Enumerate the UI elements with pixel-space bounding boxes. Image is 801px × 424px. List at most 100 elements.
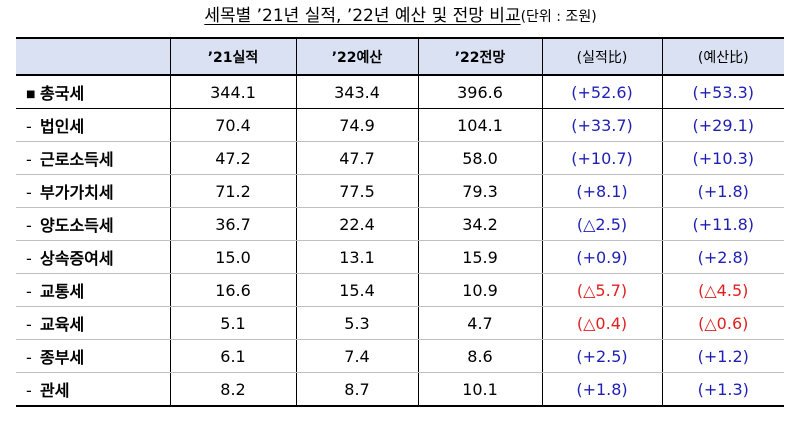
dash-bullet: - (26, 381, 32, 400)
dash-bullet: - (26, 117, 32, 136)
vs-budget-cell: (+2.8) (661, 240, 784, 274)
forecast-2022-cell: 79.3 (417, 174, 542, 208)
forecast-2022-cell: 10.1 (417, 372, 542, 407)
vs-budget-cell: (△0.6) (661, 306, 784, 340)
table-row: - 관세 8.2 8.7 10.1 (+1.8) (+1.3) (16, 372, 784, 407)
forecast-2022-cell: 8.6 (417, 339, 542, 373)
title-main: 세목별 ’21년 실적, ’22년 예산 및 전망 비교 (204, 6, 521, 26)
header-vs-actual: (실적比) (541, 37, 662, 76)
actual-2021-cell: 36.7 (169, 207, 296, 241)
header-row: ’21실적 ’22예산 ’22전망 (실적比) (예산比) (16, 37, 784, 76)
vs-budget-cell: (△4.5) (661, 273, 784, 307)
vs-actual-cell: (△2.5) (541, 207, 662, 241)
budget-2022-cell: 5.3 (295, 306, 418, 340)
actual-2021-cell: 6.1 (169, 339, 296, 373)
vs-budget-cell: (+10.3) (661, 141, 784, 175)
budget-2022-cell: 47.7 (295, 141, 418, 175)
dash-bullet: - (26, 183, 32, 202)
budget-2022-cell: 7.4 (295, 339, 418, 373)
forecast-2022-cell: 15.9 (417, 240, 542, 274)
dash-bullet: - (26, 315, 32, 334)
forecast-2022-cell: 4.7 (417, 306, 542, 340)
dash-bullet: - (26, 282, 32, 301)
header-vs-budget: (예산比) (661, 37, 784, 76)
vs-budget-cell: (+29.1) (661, 108, 784, 142)
actual-2021-cell: 5.1 (169, 306, 296, 340)
actual-2021-cell: 16.6 (169, 273, 296, 307)
forecast-2022-cell: 58.0 (417, 141, 542, 175)
vs-budget-cell: (+1.2) (661, 339, 784, 373)
tax-item-name: 근로소득세 (40, 150, 114, 169)
tax-item-name: 양도소득세 (40, 216, 114, 235)
tax-item-cell: - 교통세 (16, 273, 170, 307)
table-row: - 근로소득세 47.2 47.7 58.0 (+10.7) (+10.3) (16, 141, 784, 175)
forecast-2022-cell: 104.1 (417, 108, 542, 142)
vs-budget-cell: (+11.8) (661, 207, 784, 241)
tax-item-cell: - 관세 (16, 372, 170, 407)
tax-item-name: 법인세 (40, 117, 85, 136)
table-row: - 양도소득세 36.7 22.4 34.2 (△2.5) (+11.8) (16, 207, 784, 241)
vs-actual-cell: (+2.5) (541, 339, 662, 373)
dash-bullet: - (26, 216, 32, 235)
header-item (16, 37, 170, 76)
tax-item-cell: - 근로소득세 (16, 141, 170, 175)
dash-bullet: - (26, 348, 32, 367)
dash-bullet: - (26, 249, 32, 268)
table-row: - 교육세 5.1 5.3 4.7 (△0.4) (△0.6) (16, 306, 784, 340)
tax-item-cell: - 부가가치세 (16, 174, 170, 208)
forecast-2022-cell: 10.9 (417, 273, 542, 307)
vs-actual-cell: (+1.8) (541, 372, 662, 407)
forecast-2022-cell: 396.6 (417, 75, 542, 109)
vs-actual-cell: (+8.1) (541, 174, 662, 208)
title-unit: (단위 : 조원) (520, 9, 597, 25)
budget-2022-cell: 77.5 (295, 174, 418, 208)
table-title: 세목별 ’21년 실적, ’22년 예산 및 전망 비교(단위 : 조원) (0, 4, 801, 29)
tax-comparison-table: ’21실적 ’22예산 ’22전망 (실적比) (예산比) ■ 총국세 344.1 3… (16, 37, 784, 407)
dash-bullet: - (26, 150, 32, 169)
table-row: - 법인세 70.4 74.9 104.1 (+33.7) (+29.1) (16, 108, 784, 142)
tax-item-name: 교통세 (40, 282, 85, 301)
vs-actual-cell: (△5.7) (541, 273, 662, 307)
tax-item-cell: - 상속증여세 (16, 240, 170, 274)
tax-item-cell: - 양도소득세 (16, 207, 170, 241)
table-row: - 교통세 16.6 15.4 10.9 (△5.7) (△4.5) (16, 273, 784, 307)
actual-2021-cell: 15.0 (169, 240, 296, 274)
vs-actual-cell: (△0.4) (541, 306, 662, 340)
tax-item-cell: - 교육세 (16, 306, 170, 340)
tax-item-name: 상속증여세 (40, 249, 114, 268)
header-forecast-2022: ’22전망 (417, 37, 542, 76)
table-body: ■ 총국세 344.1 343.4 396.6 (+52.6) (+53.3) - 법인세 70.… (16, 75, 784, 407)
vs-actual-cell: (+33.7) (541, 108, 662, 142)
square-bullet-icon: ■ (26, 89, 36, 100)
table-row: - 부가가치세 71.2 77.5 79.3 (+8.1) (+1.8) (16, 174, 784, 208)
vs-actual-cell: (+0.9) (541, 240, 662, 274)
vs-actual-cell: (+52.6) (541, 75, 662, 109)
forecast-2022-cell: 34.2 (417, 207, 542, 241)
budget-2022-cell: 13.1 (295, 240, 418, 274)
tax-item-cell: - 법인세 (16, 108, 170, 142)
header-actual-2021: ’21실적 (169, 37, 296, 76)
vs-budget-cell: (+1.8) (661, 174, 784, 208)
actual-2021-cell: 47.2 (169, 141, 296, 175)
actual-2021-cell: 344.1 (169, 75, 296, 109)
budget-2022-cell: 343.4 (295, 75, 418, 109)
budget-2022-cell: 15.4 (295, 273, 418, 307)
vs-actual-cell: (+10.7) (541, 141, 662, 175)
budget-2022-cell: 8.7 (295, 372, 418, 407)
actual-2021-cell: 8.2 (169, 372, 296, 407)
budget-2022-cell: 74.9 (295, 108, 418, 142)
actual-2021-cell: 70.4 (169, 108, 296, 142)
tax-item-name: 종부세 (40, 348, 85, 367)
table-row: - 종부세 6.1 7.4 8.6 (+2.5) (+1.2) (16, 339, 784, 373)
actual-2021-cell: 71.2 (169, 174, 296, 208)
tax-item-name: 부가가치세 (40, 183, 114, 202)
header-budget-2022: ’22예산 (295, 37, 418, 76)
table-row: - 상속증여세 15.0 13.1 15.9 (+0.9) (+2.8) (16, 240, 784, 274)
tax-item-name: 총국세 (40, 84, 85, 103)
tax-item-name: 관세 (40, 381, 70, 400)
table-row: ■ 총국세 344.1 343.4 396.6 (+52.6) (+53.3) (16, 75, 784, 109)
vs-budget-cell: (+1.3) (661, 372, 784, 407)
tax-item-name: 교육세 (40, 315, 85, 334)
vs-budget-cell: (+53.3) (661, 75, 784, 109)
tax-item-cell: - 종부세 (16, 339, 170, 373)
